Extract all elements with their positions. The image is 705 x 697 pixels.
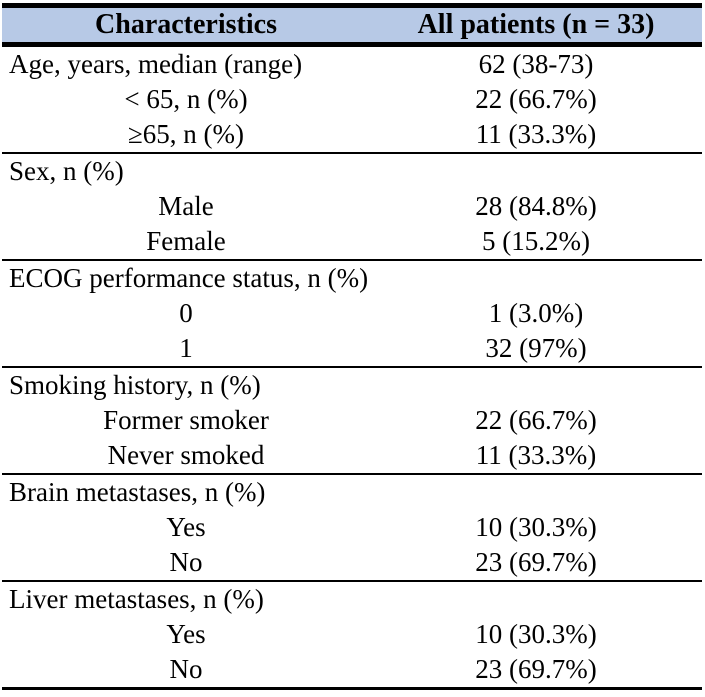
table-row: < 65, n (%) 22 (66.7%) [2,82,702,117]
row-value: 11 (33.3%) [475,440,597,470]
row-value: 10 (30.3%) [475,619,597,649]
row-value: 28 (84.8%) [475,191,597,221]
row-value: 22 (66.7%) [475,405,597,435]
row-label: Liver metastases, n (%) [9,584,264,614]
row-label: ≥65, n (%) [127,119,245,149]
row-label: Smoking history, n (%) [9,370,261,400]
row-value: 23 (69.7%) [475,547,597,577]
table-bottom-rule [2,687,702,690]
table-row: Brain metastases, n (%) [2,475,702,510]
section-age: Age, years, median (range) 62 (38-73) < … [2,47,702,154]
table-row: Smoking history, n (%) [2,368,702,403]
header-cell-all-patients: All patients (n = 33) [417,9,655,40]
row-label: < 65, n (%) [124,84,248,114]
row-value: 32 (97%) [485,333,587,363]
row-value: 62 (38-73) [478,49,594,79]
header-bottom-rule [2,42,702,47]
section-ecog: ECOG performance status, n (%) 0 1 (3.0%… [2,261,702,368]
row-value: 22 (66.7%) [475,84,597,114]
table-row: No 23 (69.7%) [2,545,702,580]
row-label: Never smoked [107,440,265,470]
section-sex: Sex, n (%) Male 28 (84.8%) Female 5 (15.… [2,154,702,261]
table-top-rule [2,3,702,8]
row-label: Age, years, median (range) [9,49,303,79]
table-row: Liver metastases, n (%) [2,582,702,617]
section-brain-metastases: Brain metastases, n (%) Yes 10 (30.3%) N… [2,475,702,582]
table-row: Never smoked 11 (33.3%) [2,438,702,473]
table-row: ≥65, n (%) 11 (33.3%) [2,117,702,152]
table-row: Sex, n (%) [2,154,702,189]
table-row: ECOG performance status, n (%) [2,261,702,296]
table-row: No 23 (69.7%) [2,652,702,687]
patient-characteristics-table: Characteristics All patients (n = 33) Ag… [2,3,702,690]
row-label: No [169,654,203,684]
row-label: Former smoker [103,405,269,435]
row-value: 5 (15.2%) [482,226,590,256]
row-label: 1 [179,333,193,363]
row-label: Yes [166,512,206,542]
row-value: 10 (30.3%) [475,512,597,542]
row-value: 11 (33.3%) [475,119,597,149]
table-row: Male 28 (84.8%) [2,189,702,224]
row-label: Female [146,226,226,256]
row-label: Brain metastases, n (%) [9,477,266,507]
table-header-row: Characteristics All patients (n = 33) [2,8,702,42]
row-label: No [169,547,203,577]
row-label: Male [158,191,214,221]
row-label: Sex, n (%) [9,156,124,186]
table-row: Yes 10 (30.3%) [2,510,702,545]
section-liver-metastases: Liver metastases, n (%) Yes 10 (30.3%) N… [2,582,702,687]
row-value: 23 (69.7%) [475,654,597,684]
table-row: 0 1 (3.0%) [2,296,702,331]
table-row: Female 5 (15.2%) [2,224,702,259]
section-smoking: Smoking history, n (%) Former smoker 22 … [2,368,702,475]
table-row: Age, years, median (range) 62 (38-73) [2,47,702,82]
row-value: 1 (3.0%) [488,298,584,328]
row-label: 0 [179,298,193,328]
table-row: 1 32 (97%) [2,331,702,366]
row-label: ECOG performance status, n (%) [9,263,369,293]
table-row: Yes 10 (30.3%) [2,617,702,652]
header-cell-characteristics: Characteristics [95,9,277,40]
row-label: Yes [166,619,206,649]
table-row: Former smoker 22 (66.7%) [2,403,702,438]
